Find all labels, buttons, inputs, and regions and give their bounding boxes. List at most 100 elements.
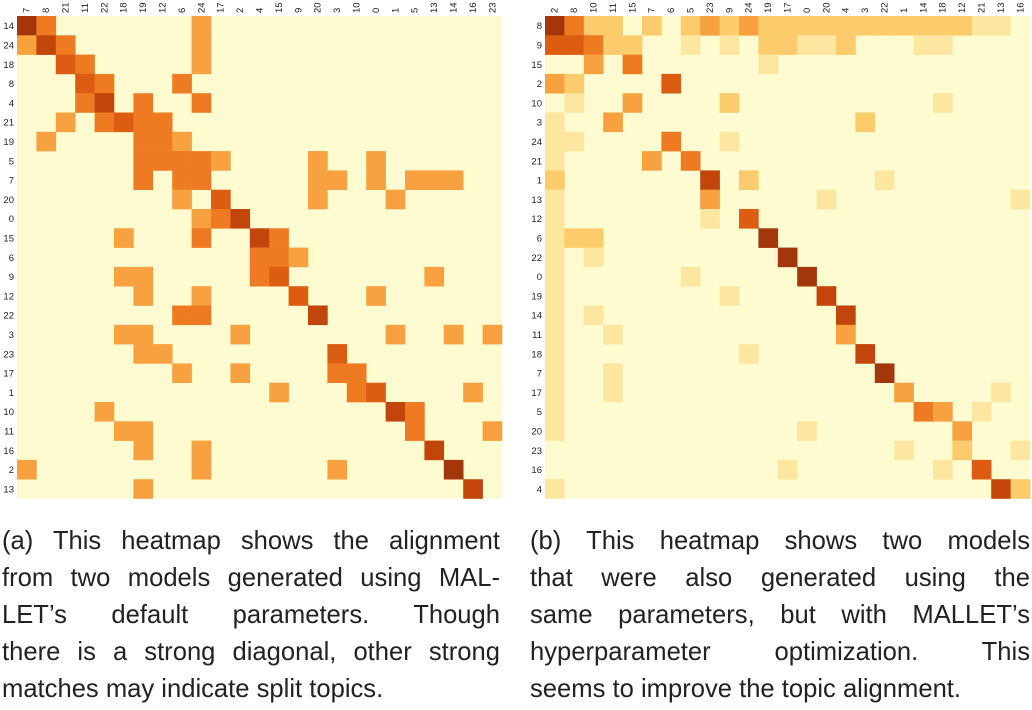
- heatmap-cell: [545, 363, 565, 383]
- heatmap-cell: [797, 266, 817, 287]
- heatmap-cell: [545, 228, 565, 248]
- y-tick-label: 10: [3, 407, 14, 418]
- heatmap-cell: [855, 344, 876, 364]
- y-tick-label: 12: [3, 291, 14, 302]
- y-tick-label: 0: [537, 272, 542, 283]
- y-tick-label: 16: [531, 465, 542, 476]
- heatmap-cell: [269, 266, 289, 287]
- heatmap-cell: [719, 35, 740, 55]
- y-tick-label: 14: [3, 21, 14, 32]
- heatmap-cell: [191, 35, 212, 55]
- heatmap-cell: [114, 112, 134, 133]
- heatmap-cell: [152, 151, 173, 171]
- y-tick-label: 5: [9, 156, 14, 167]
- heatmap-cell: [545, 112, 565, 133]
- x-tick-label: 2: [235, 8, 246, 13]
- heatmap-cell: [545, 151, 565, 171]
- heatmap-cell: [661, 73, 682, 94]
- heatmap-cell: [933, 459, 953, 480]
- heatmap-cell: [172, 189, 192, 210]
- heatmap-cell: [855, 112, 876, 133]
- heatmap-cell: [172, 73, 192, 94]
- heatmap-cell: [564, 35, 585, 55]
- caption-b-line: same parameters, but with MALLET’s: [530, 601, 1030, 629]
- heatmap-cell: [308, 189, 328, 210]
- caption-a-line: from two models generated using MAL-: [2, 564, 500, 592]
- heatmap-cell: [133, 479, 154, 499]
- heatmap-cell: [622, 93, 643, 113]
- x-tick-label: 23: [705, 2, 716, 13]
- heatmap-cell: [482, 421, 503, 441]
- heatmap-cell: [55, 35, 76, 55]
- heatmap-cell: [133, 324, 154, 345]
- x-tick-label: 13: [996, 2, 1007, 13]
- heatmap-cell: [564, 16, 585, 36]
- heatmap-cell: [680, 151, 701, 171]
- x-tick-label: 1: [390, 8, 401, 13]
- x-tick-label: 20: [313, 2, 324, 13]
- heatmap-cell: [366, 382, 386, 403]
- caption-a-line: matches may indicate split topics.: [2, 675, 384, 703]
- heatmap-cell: [405, 421, 425, 441]
- y-tick-label: 15: [3, 233, 14, 244]
- heatmap-cell: [211, 189, 231, 210]
- heatmap-cell: [545, 421, 565, 441]
- heatmap-cell: [816, 189, 837, 210]
- y-tick-label: 15: [531, 60, 542, 71]
- heatmap-cell: [603, 363, 623, 383]
- heatmap-cell: [894, 16, 914, 36]
- heatmap-cell: [36, 35, 57, 55]
- heatmap-cell: [308, 151, 328, 171]
- heatmap-cell: [55, 112, 76, 133]
- y-tick-label: 1: [537, 176, 542, 187]
- heatmap-cell: [816, 35, 837, 55]
- y-tick-label: 3: [9, 330, 14, 341]
- heatmap-cell: [443, 324, 464, 345]
- heatmap-cell: [36, 131, 57, 152]
- heatmap-cell: [991, 382, 1011, 403]
- y-tick-label: 9: [9, 272, 14, 283]
- heatmap-cell: [545, 305, 565, 326]
- x-tick-label: 17: [216, 2, 227, 13]
- heatmap-cell: [443, 170, 464, 190]
- heatmap-cell: [191, 170, 212, 190]
- heatmap-cell: [797, 35, 817, 55]
- x-tick-label: 4: [841, 8, 852, 13]
- heatmap-cell: [75, 93, 95, 113]
- heatmap-cell: [700, 189, 720, 210]
- heatmap-cell: [191, 286, 212, 306]
- heatmap-cell: [366, 151, 386, 171]
- heatmap-cell: [191, 151, 212, 171]
- x-tick-label: 7: [647, 8, 658, 13]
- heatmap-cell: [719, 93, 740, 113]
- heatmap-cell: [133, 266, 154, 287]
- y-tick-label: 13: [3, 484, 14, 495]
- heatmap-cell: [308, 170, 328, 190]
- heatmap-cell: [94, 73, 115, 94]
- heatmap-cell: [933, 93, 953, 113]
- heatmap-cell: [94, 112, 115, 133]
- heatmap-cell: [114, 324, 134, 345]
- heatmap-cell: [133, 286, 154, 306]
- heatmap-cell: [385, 189, 406, 210]
- x-tick-label: 13: [429, 2, 440, 13]
- heatmap-cell: [564, 93, 585, 113]
- heatmap-cell: [230, 363, 251, 383]
- y-tick-label: 10: [531, 98, 542, 109]
- heatmap-cell: [191, 16, 212, 36]
- heatmap-cell: [482, 324, 503, 345]
- x-tick-label: 19: [763, 2, 774, 13]
- x-tick-label: 15: [274, 2, 285, 13]
- y-tick-label: 14: [531, 311, 542, 322]
- heatmap-cell: [545, 131, 565, 152]
- heatmap-cell: [661, 131, 682, 152]
- heatmap-cell: [191, 228, 212, 248]
- heatmap-cell: [133, 112, 154, 133]
- heatmap-cell: [739, 16, 759, 36]
- x-tick-label: 1: [899, 8, 910, 13]
- heatmap-cell: [545, 16, 565, 36]
- heatmap-cell: [874, 170, 895, 190]
- heatmap-cell: [191, 440, 212, 461]
- x-tick-label: 12: [957, 2, 968, 13]
- x-tick-label: 5: [410, 8, 421, 13]
